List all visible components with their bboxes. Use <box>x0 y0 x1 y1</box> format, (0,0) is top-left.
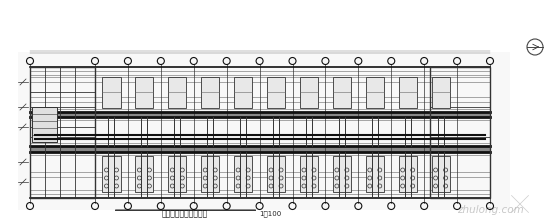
Text: 1：100: 1：100 <box>259 211 281 217</box>
Bar <box>234 77 252 108</box>
Bar <box>136 156 153 192</box>
Bar <box>30 146 490 152</box>
Bar <box>432 77 450 108</box>
Bar <box>399 77 417 108</box>
Bar <box>430 67 490 198</box>
Bar <box>168 156 186 192</box>
Text: 一层给水消火栏平面图: 一层给水消火栏平面图 <box>162 210 208 218</box>
Bar <box>300 156 318 192</box>
Bar <box>432 156 450 192</box>
Bar <box>234 156 252 192</box>
Bar <box>267 77 285 108</box>
Bar <box>30 67 95 198</box>
Bar <box>201 77 220 108</box>
Bar <box>333 156 351 192</box>
Bar <box>136 77 153 108</box>
Bar <box>300 77 318 108</box>
Bar <box>333 77 351 108</box>
Bar <box>102 156 120 192</box>
Bar <box>201 156 220 192</box>
Bar <box>267 156 285 192</box>
Bar <box>366 156 384 192</box>
Text: zhulong.com: zhulong.com <box>456 205 524 215</box>
Bar <box>168 77 186 108</box>
Bar <box>102 77 120 108</box>
Bar <box>366 77 384 108</box>
Bar <box>18 52 510 210</box>
Bar <box>32 107 57 142</box>
Bar <box>30 112 490 117</box>
Bar <box>399 156 417 192</box>
